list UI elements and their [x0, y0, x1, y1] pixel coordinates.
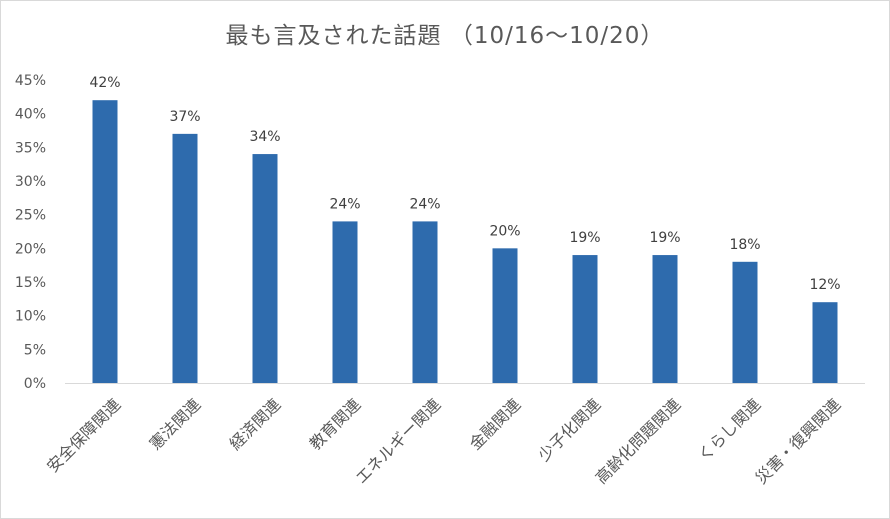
bar: [732, 261, 758, 383]
y-tick-label: 25%: [15, 208, 46, 224]
y-tick-label: 5%: [24, 342, 46, 358]
bar: [572, 255, 598, 383]
category-label: エネルギー関連: [352, 395, 445, 488]
data-label: 34%: [249, 129, 280, 145]
data-label: 42%: [89, 75, 120, 91]
y-tick-label: 15%: [15, 275, 46, 291]
y-tick-label: 45%: [15, 73, 46, 89]
chart-title: 最も言及された話題 （10/16～10/20）: [225, 23, 665, 49]
y-tick-label: 30%: [15, 174, 46, 190]
bar: [652, 255, 678, 383]
y-tick-label: 40%: [15, 107, 46, 123]
category-label: 金融関連: [466, 395, 525, 454]
data-label: 19%: [649, 230, 680, 246]
category-label: くらし関連: [694, 395, 764, 465]
bar: [492, 248, 518, 383]
category-label: 少子化関連: [534, 395, 604, 465]
bar: [252, 154, 278, 383]
category-label: 災害・復興関連: [752, 395, 845, 488]
bar: [332, 221, 358, 383]
bar: [812, 302, 838, 383]
y-tick-label: 35%: [15, 140, 46, 156]
bar: [92, 100, 118, 383]
data-label: 37%: [169, 109, 200, 125]
data-label: 19%: [569, 230, 600, 246]
data-label: 24%: [329, 196, 360, 212]
data-label: 24%: [409, 196, 440, 212]
category-label: 経済関連: [226, 395, 285, 454]
y-tick-label: 10%: [15, 309, 46, 325]
bar: [412, 221, 438, 383]
data-label: 18%: [729, 237, 760, 253]
bar: [172, 133, 198, 383]
category-label: 教育関連: [306, 395, 365, 454]
y-tick-label: 20%: [15, 241, 46, 257]
y-tick-label: 0%: [24, 376, 46, 392]
data-label: 12%: [809, 277, 840, 293]
category-label: 安全保障関連: [43, 395, 124, 476]
data-label: 20%: [489, 223, 520, 239]
category-label: 憲法関連: [146, 395, 205, 454]
category-label: 高齢化問題関連: [592, 395, 685, 488]
